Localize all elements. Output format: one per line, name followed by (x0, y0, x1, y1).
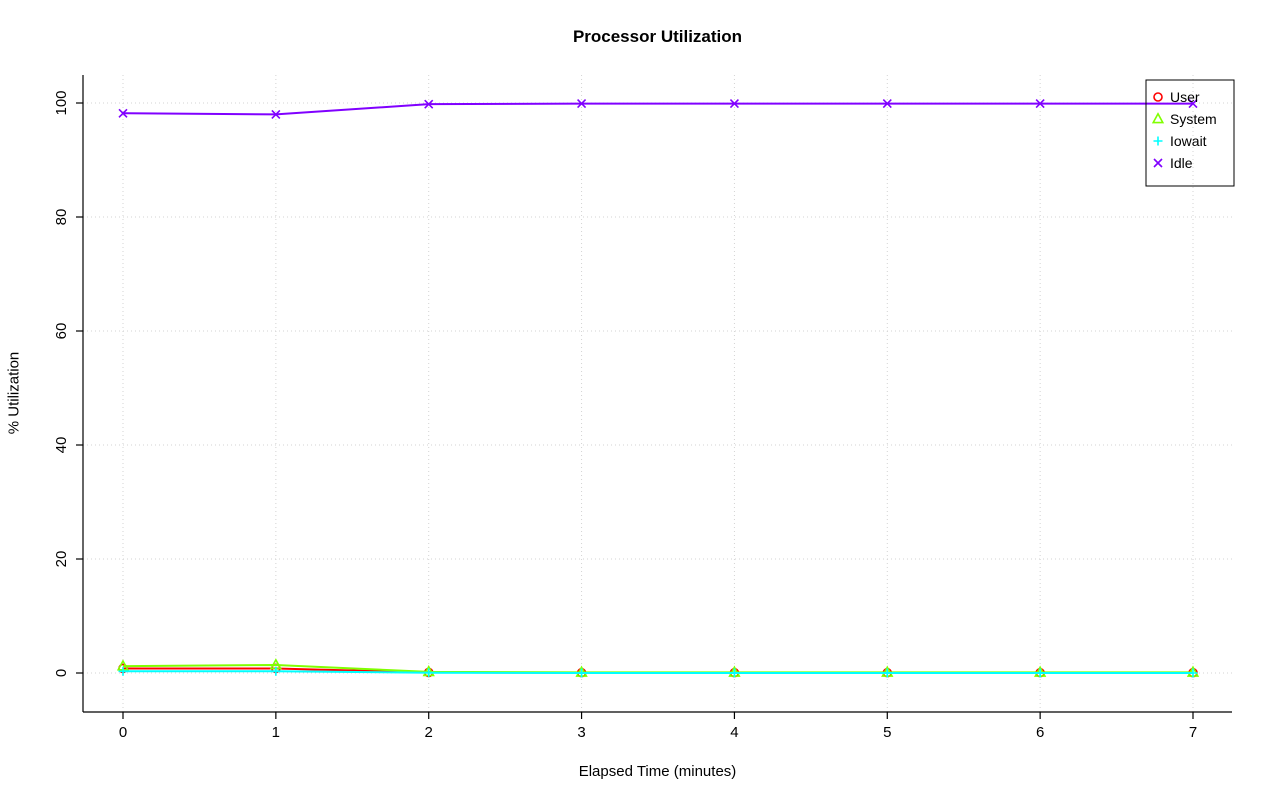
svg-text:0: 0 (53, 669, 70, 677)
svg-text:User: User (1170, 89, 1200, 105)
chart-title: Processor Utilization (572, 27, 743, 46)
svg-text:3: 3 (577, 724, 585, 741)
svg-text:4: 4 (730, 724, 738, 741)
svg-text:5: 5 (883, 724, 891, 741)
svg-text:40: 40 (53, 437, 70, 454)
legend: User System Iowait Idle (1145, 79, 1235, 187)
svg-text:Idle: Idle (1170, 155, 1193, 171)
svg-text:20: 20 (53, 551, 70, 568)
svg-text:Iowait: Iowait (1170, 133, 1207, 149)
axes: 0 1 2 3 4 5 6 7 0 20 40 60 80 100 (53, 75, 1232, 741)
svg-text:80: 80 (53, 209, 70, 226)
series-idle (118, 99, 1198, 119)
svg-text:1: 1 (272, 724, 280, 741)
svg-text:2: 2 (425, 724, 433, 741)
series-iowait (118, 666, 1198, 678)
x-axis-label: Elapsed Time (minutes) (578, 763, 737, 780)
svg-text:100: 100 (53, 90, 70, 115)
svg-text:0: 0 (119, 724, 127, 741)
svg-text:7: 7 (1189, 724, 1197, 741)
svg-text:60: 60 (53, 323, 70, 340)
grid-lines (83, 75, 1232, 712)
svg-text:6: 6 (1036, 724, 1044, 741)
svg-text:System: System (1170, 111, 1217, 127)
